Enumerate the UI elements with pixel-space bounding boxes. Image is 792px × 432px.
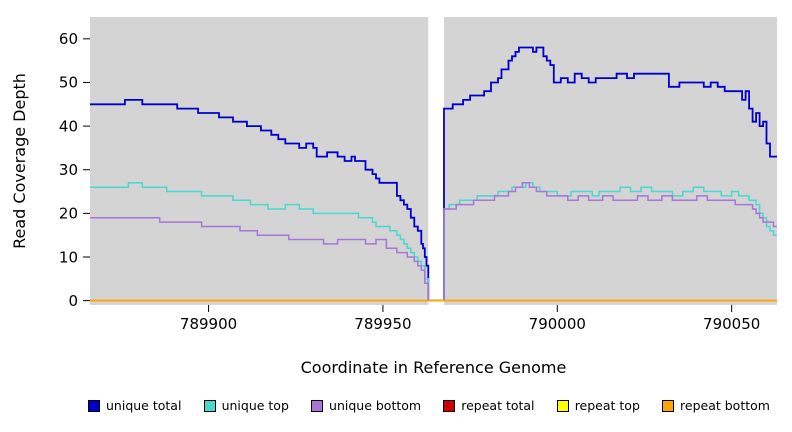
legend-label: repeat bottom: [680, 398, 770, 413]
legend-item-unique-bottom: unique bottom: [311, 398, 421, 413]
legend-swatch-repeat-total: [443, 399, 456, 412]
y-tick-label: 60: [59, 30, 78, 48]
legend-label: repeat top: [574, 398, 640, 413]
legend-label: unique total: [106, 398, 182, 413]
y-tick-label: 0: [68, 292, 78, 310]
x-axis-title: Coordinate in Reference Genome: [300, 358, 567, 377]
legend-label: unique top: [221, 398, 289, 413]
y-axis-title: Read Coverage Depth: [10, 73, 29, 249]
legend-swatch-unique-bottom: [311, 399, 324, 412]
series-unique-bottom-line: [90, 182, 777, 302]
legend-item-unique-total: unique total: [88, 398, 181, 413]
x-tick-label: 789950: [354, 315, 411, 333]
legend-swatch-unique-total: [88, 399, 100, 412]
x-axis-ticks: 789900 789950 790000 790050: [180, 305, 760, 333]
masked-region: [428, 17, 444, 305]
legend: unique total unique top unique bottom repea…: [88, 398, 770, 413]
chart-canvas: 789900 789950 790000 790050 0 10 20 30 40 50 60 Rea…: [10, 17, 777, 333]
x-tick-label: 789900: [180, 315, 237, 333]
legend-label: repeat total: [461, 398, 535, 413]
x-tick-label: 790000: [529, 315, 586, 333]
y-tick-label: 50: [59, 74, 78, 92]
chart-svg: 789900 789950 790000 790050 0 10 20 30 40 50 60 Rea…: [10, 17, 777, 333]
legend-swatch-unique-top: [203, 399, 216, 412]
legend-item-repeat-total: repeat total: [443, 398, 535, 413]
legend-swatch-repeat-bottom: [662, 399, 675, 412]
legend-item-unique-top: unique top: [203, 398, 289, 413]
series-unique-top-line: [90, 182, 777, 302]
y-tick-label: 20: [59, 205, 78, 223]
x-tick-label: 790050: [703, 315, 760, 333]
legend-item-repeat-bottom: repeat bottom: [662, 398, 770, 413]
y-tick-label: 30: [59, 161, 78, 179]
y-axis-ticks: 0 10 20 30 40 50 60: [59, 30, 90, 310]
legend-swatch-repeat-top: [556, 399, 569, 412]
y-tick-label: 40: [59, 117, 78, 135]
legend-item-repeat-top: repeat top: [556, 398, 640, 413]
series-unique-total-line: [90, 46, 777, 302]
legend-label: unique bottom: [329, 398, 422, 413]
y-tick-label: 10: [59, 248, 78, 266]
